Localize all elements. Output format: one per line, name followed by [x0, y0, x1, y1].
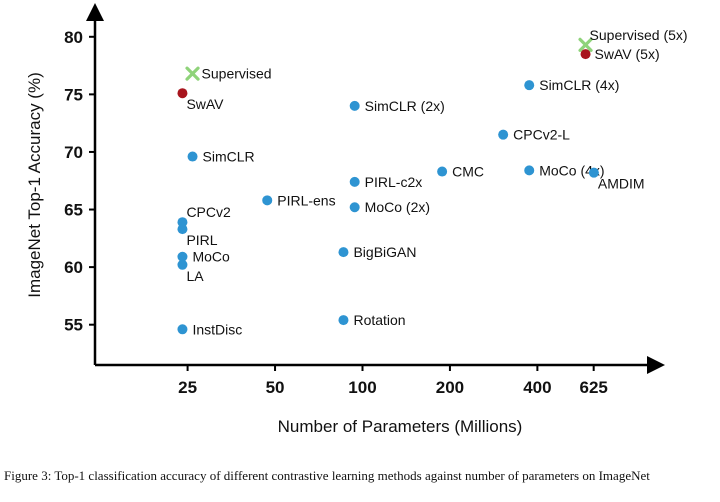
dot-marker: [524, 80, 535, 91]
dot-marker: [588, 167, 599, 178]
point-label: AMDIM: [598, 176, 645, 192]
scatter-chart: 55 60 65 70 75 80 25 50 100 200 400 625 ImageNet T…: [25, 3, 688, 436]
data-point-simclr-4x: SimCLR (4x): [524, 77, 619, 93]
y-tick-label: 60: [64, 258, 83, 277]
point-label: SimCLR (2x): [365, 98, 445, 114]
x-tick-label: 625: [579, 378, 607, 397]
figure-caption: Figure 3: Top-1 classification accuracy …: [4, 468, 650, 483]
dot-marker: [349, 100, 360, 111]
data-point-rotation: Rotation: [338, 312, 406, 328]
data-point-moco: MoCo: [177, 249, 230, 265]
point-label: PIRL-c2x: [365, 174, 423, 190]
dot-marker: [262, 195, 273, 206]
x-tick-label: 25: [178, 378, 197, 397]
point-label: LA: [186, 268, 204, 284]
dot-marker: [349, 202, 360, 213]
data-point-pirl: PIRL: [177, 224, 218, 248]
y-tick-label: 80: [64, 28, 83, 47]
data-point-cpcv2-l: CPCv2-L: [498, 127, 570, 143]
point-label: PIRL-ens: [277, 192, 335, 208]
y-tick-label: 65: [64, 201, 83, 220]
data-point-cpcv2: CPCv2: [177, 204, 231, 228]
y-axis-arrow: [86, 3, 104, 21]
dot-marker: [177, 224, 188, 235]
data-point-bigbigan: BigBiGAN: [338, 244, 416, 260]
y-tick-label: 55: [64, 316, 83, 335]
y-tick-label: 75: [64, 85, 83, 104]
point-label: PIRL: [186, 232, 217, 248]
data-point-pirl-c2x: PIRL-c2x: [349, 174, 423, 190]
point-label: CPCv2-L: [513, 127, 570, 143]
x-marker: [578, 37, 593, 52]
dot-marker: [580, 49, 591, 60]
dot-marker: [177, 217, 188, 228]
data-point-swav-5x: SwAV (5x): [580, 46, 660, 62]
point-label: MoCo: [192, 249, 230, 265]
data-point-moco-2x: MoCo (2x): [349, 199, 430, 215]
data-point-supervised: Supervised: [185, 66, 272, 82]
data-point-swav: SwAV: [177, 88, 224, 112]
dot-marker: [524, 165, 535, 176]
dot-marker: [437, 166, 448, 177]
data-point-simclr-2x: SimCLR (2x): [349, 98, 445, 114]
dot-marker: [349, 176, 360, 187]
point-label: MoCo (4x): [539, 162, 604, 178]
data-point-simclr: SimCLR: [187, 149, 255, 165]
dot-marker: [187, 151, 198, 162]
data-point-pirl-ens: PIRL-ens: [262, 192, 336, 208]
dot-marker: [338, 315, 349, 326]
y-ticks: 55 60 65 70 75 80: [64, 28, 95, 335]
dot-marker: [177, 88, 188, 99]
dot-marker: [177, 324, 188, 335]
point-label: SimCLR (4x): [539, 77, 619, 93]
dot-marker: [177, 251, 188, 262]
x-marker: [185, 66, 200, 81]
x-tick-label: 100: [348, 378, 376, 397]
point-label: SwAV: [186, 96, 224, 112]
y-tick-label: 70: [64, 143, 83, 162]
point-label: BigBiGAN: [353, 244, 416, 260]
point-label: MoCo (2x): [365, 199, 430, 215]
x-tick-label: 400: [523, 378, 551, 397]
point-label: CPCv2: [186, 204, 231, 220]
point-label: Supervised: [202, 66, 272, 82]
x-ticks: 25 50 100 200 400 625: [178, 365, 608, 397]
dot-marker: [338, 247, 349, 258]
point-label: CMC: [452, 164, 484, 180]
dot-marker: [498, 129, 509, 140]
data-point-cmc: CMC: [437, 164, 484, 180]
point-label: SwAV (5x): [595, 46, 660, 62]
point-label: InstDisc: [192, 321, 242, 337]
x-axis-arrow: [647, 356, 665, 374]
data-point-amdim: AMDIM: [588, 167, 645, 192]
data-point-supervised-5x: Supervised (5x): [578, 27, 688, 52]
y-axis-label: ImageNet Top-1 Accuracy (%): [25, 72, 44, 298]
x-axis-label: Number of Parameters (Millions): [278, 417, 523, 436]
point-label: Supervised (5x): [590, 27, 688, 43]
data-point-instdisc: InstDisc: [177, 321, 242, 337]
x-tick-label: 50: [266, 378, 285, 397]
point-label: Rotation: [353, 312, 405, 328]
point-label: SimCLR: [203, 149, 255, 165]
dot-marker: [177, 259, 188, 270]
data-point-la: LA: [177, 259, 204, 284]
x-tick-label: 200: [436, 378, 464, 397]
data-point-moco-4x: MoCo (4x): [524, 162, 605, 178]
